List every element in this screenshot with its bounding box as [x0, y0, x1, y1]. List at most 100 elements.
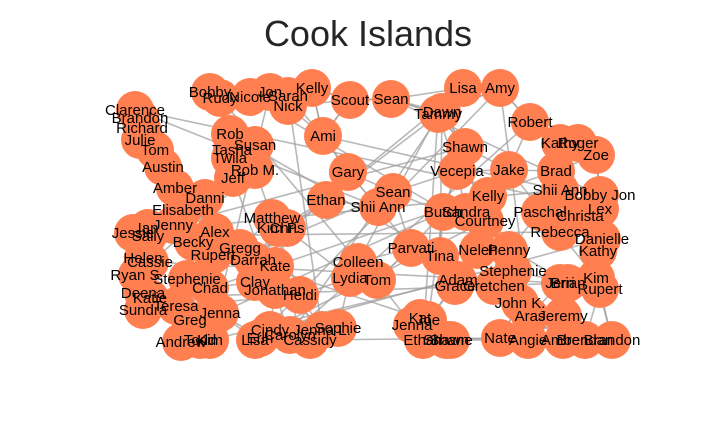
node-label: Rob M. — [231, 162, 279, 179]
node-circle — [423, 93, 461, 131]
graph-node — [372, 80, 410, 118]
node-label: Kelly — [296, 80, 329, 97]
node-label: Rudy — [202, 90, 238, 107]
graph-node — [268, 209, 306, 247]
node-label: Julie — [125, 132, 156, 149]
node-label: Tasha — [212, 142, 253, 159]
node-label: Rupert — [577, 281, 623, 298]
graph-node — [511, 103, 549, 141]
node-label: Rupert — [190, 247, 236, 264]
node-label: Alex — [200, 224, 230, 241]
node-circle — [577, 259, 615, 297]
node-circle — [281, 276, 319, 314]
node-label: Christa — [556, 208, 604, 225]
node-circle — [436, 267, 474, 305]
node-label: Twila — [213, 150, 248, 167]
node-label: Parvati — [388, 240, 435, 257]
node-label: Amber — [541, 332, 585, 349]
node-label: Andrew — [156, 334, 207, 351]
node-label: Amy — [485, 80, 516, 97]
graph-node — [307, 181, 345, 219]
graph-node — [490, 151, 528, 189]
node-label: Sean — [373, 91, 408, 108]
node-label: Jeremy — [538, 308, 588, 325]
node-circle — [269, 87, 307, 125]
graph-edge — [134, 109, 601, 210]
node-label: Colleen — [333, 254, 384, 271]
node-label: Ami — [310, 128, 336, 145]
node-circle — [438, 152, 476, 190]
graph-node — [201, 294, 239, 332]
node-label: Todd — [184, 332, 217, 349]
node-label: Adam — [438, 272, 477, 289]
node-circle — [201, 79, 239, 117]
node-label: Carolyn — [264, 327, 316, 344]
node-label: Brad — [540, 163, 572, 180]
node-label: Chad — [192, 280, 228, 297]
node-circle — [372, 80, 410, 118]
node-label: Aras — [515, 308, 546, 325]
node-label: Stephenie — [153, 271, 221, 288]
node-layer: ClarenceBrandonRichardJulieTomAustinAmbe… — [105, 69, 640, 361]
node-circle — [374, 173, 412, 211]
graph-title: Cook Islands — [264, 13, 472, 54]
node-label: Jerri — [545, 275, 574, 292]
node-label: Jenna — [392, 317, 434, 334]
graph-node — [593, 321, 631, 359]
node-label: Shii Ann — [350, 199, 405, 216]
node-circle — [511, 103, 549, 141]
node-circle — [392, 229, 430, 267]
node-circle — [329, 153, 367, 191]
node-circle — [268, 209, 306, 247]
node-label: Roger — [558, 135, 599, 152]
graph-node — [481, 319, 519, 357]
node-label: Butch — [424, 204, 462, 221]
node-label: Tammy — [414, 106, 463, 123]
node-label: Cindy — [251, 322, 290, 339]
graph-node — [469, 177, 507, 215]
graph-node — [358, 261, 396, 299]
node-label: Shii Ann — [532, 182, 587, 199]
graph-node — [304, 117, 342, 155]
node-label: Teresa — [153, 298, 199, 315]
node-label: Clarence — [105, 102, 165, 119]
graph-node — [124, 291, 162, 329]
node-circle — [331, 259, 369, 297]
node-circle — [304, 117, 342, 155]
node-label: Penny — [488, 242, 531, 259]
graph-node — [436, 267, 474, 305]
node-label: Ethan — [403, 332, 442, 349]
graph-node — [577, 259, 615, 297]
graph-node — [549, 264, 587, 302]
graph-node — [521, 193, 559, 231]
graph-node — [423, 93, 461, 131]
node-label: Sally — [132, 228, 165, 245]
node-label: Darrah — [230, 252, 276, 269]
graph-node — [481, 69, 519, 107]
node-label: Deena — [121, 285, 166, 302]
node-circle — [236, 151, 274, 189]
graph-node — [438, 152, 476, 190]
node-label: Gary — [332, 164, 365, 181]
node-label: Bobby Jon — [565, 187, 636, 204]
node-label: Lisa — [241, 332, 269, 349]
node-circle — [201, 294, 239, 332]
node-circle — [358, 261, 396, 299]
node-label: Ian — [138, 220, 159, 237]
node-label: Rob — [216, 126, 244, 143]
node-label: Cassie — [127, 254, 173, 271]
node-label: Shane — [429, 332, 472, 349]
node-label: Jon — [258, 84, 282, 101]
graph-node — [331, 81, 369, 119]
node-circle — [544, 321, 582, 359]
node-label: Austin — [142, 159, 184, 176]
node-label: Jenna — [200, 305, 242, 322]
node-label: Helen — [123, 250, 162, 267]
node-label: Kim — [583, 270, 609, 287]
node-label: Danni — [185, 190, 224, 207]
graph-edge — [439, 111, 443, 257]
node-circle — [124, 291, 162, 329]
graph-node — [201, 79, 239, 117]
